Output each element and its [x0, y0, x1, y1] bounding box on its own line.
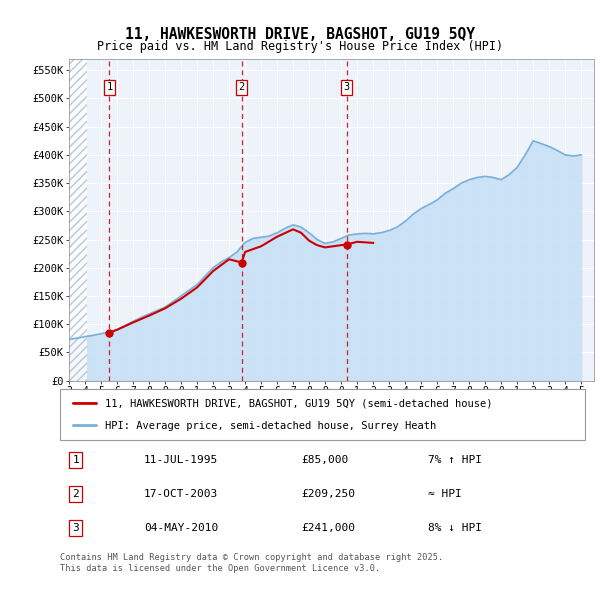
Text: Contains HM Land Registry data © Crown copyright and database right 2025.
This d: Contains HM Land Registry data © Crown c… [60, 553, 443, 573]
Text: 3: 3 [73, 523, 79, 533]
Text: 1: 1 [73, 455, 79, 465]
Text: 8% ↓ HPI: 8% ↓ HPI [427, 523, 482, 533]
Text: ≈ HPI: ≈ HPI [427, 489, 461, 499]
Text: 04-MAY-2010: 04-MAY-2010 [144, 523, 218, 533]
Text: £85,000: £85,000 [302, 455, 349, 465]
Text: 11, HAWKESWORTH DRIVE, BAGSHOT, GU19 5QY: 11, HAWKESWORTH DRIVE, BAGSHOT, GU19 5QY [125, 27, 475, 42]
Text: 3: 3 [343, 82, 350, 92]
Text: £209,250: £209,250 [302, 489, 355, 499]
Text: 17-OCT-2003: 17-OCT-2003 [144, 489, 218, 499]
Text: 1: 1 [106, 82, 113, 92]
Text: 11-JUL-1995: 11-JUL-1995 [144, 455, 218, 465]
Text: 2: 2 [73, 489, 79, 499]
Text: £241,000: £241,000 [302, 523, 355, 533]
Text: 7% ↑ HPI: 7% ↑ HPI [427, 455, 482, 465]
FancyBboxPatch shape [60, 389, 585, 440]
Text: 11, HAWKESWORTH DRIVE, BAGSHOT, GU19 5QY (semi-detached house): 11, HAWKESWORTH DRIVE, BAGSHOT, GU19 5QY… [104, 398, 492, 408]
Text: 2: 2 [239, 82, 245, 92]
Text: HPI: Average price, semi-detached house, Surrey Heath: HPI: Average price, semi-detached house,… [104, 421, 436, 431]
Text: Price paid vs. HM Land Registry's House Price Index (HPI): Price paid vs. HM Land Registry's House … [97, 40, 503, 53]
